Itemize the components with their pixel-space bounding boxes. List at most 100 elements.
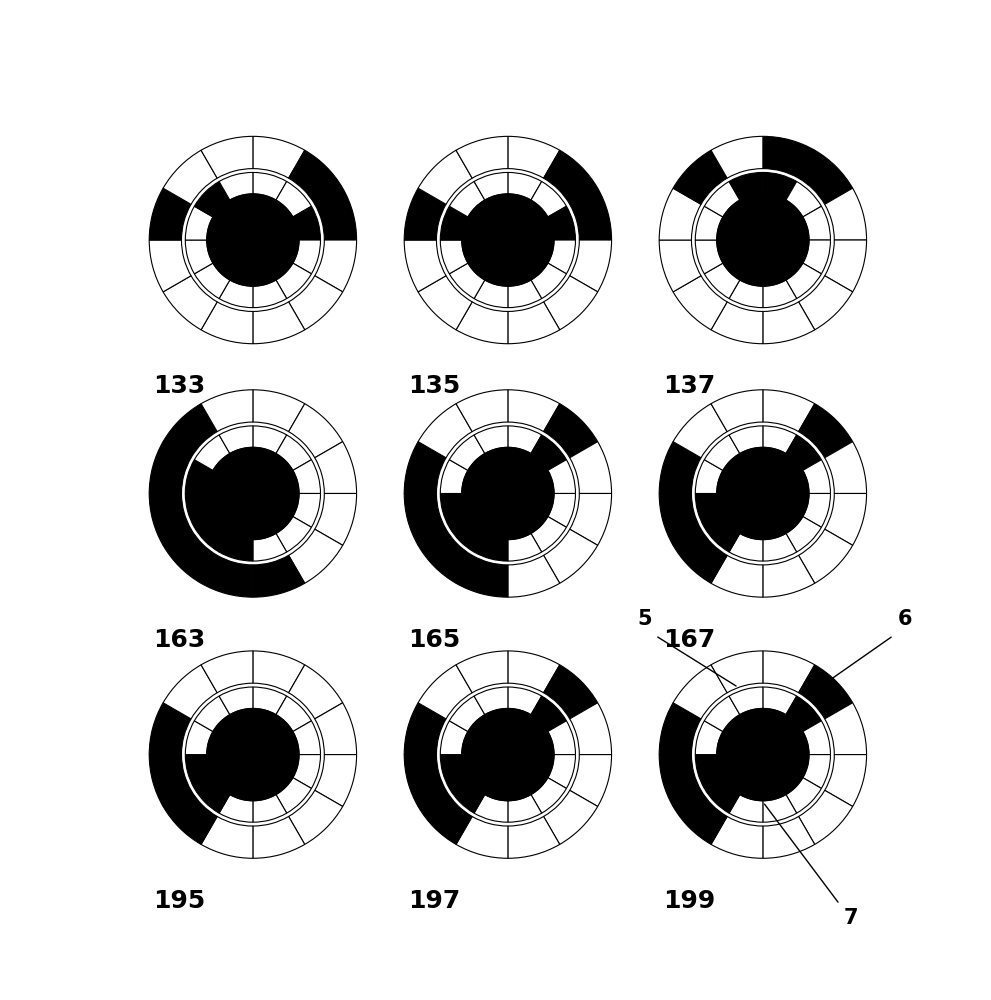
Wedge shape — [786, 435, 822, 470]
Wedge shape — [570, 703, 611, 755]
Wedge shape — [315, 442, 357, 493]
Wedge shape — [219, 687, 253, 715]
Text: 5: 5 — [637, 609, 651, 629]
Wedge shape — [253, 533, 286, 561]
Wedge shape — [531, 263, 567, 299]
Wedge shape — [275, 696, 311, 732]
Wedge shape — [544, 529, 598, 583]
Wedge shape — [474, 172, 507, 200]
Circle shape — [716, 447, 809, 540]
Wedge shape — [456, 816, 507, 858]
Wedge shape — [449, 696, 485, 732]
Wedge shape — [404, 703, 446, 755]
Wedge shape — [201, 390, 253, 432]
Wedge shape — [803, 721, 830, 755]
Wedge shape — [763, 136, 815, 178]
Wedge shape — [253, 795, 286, 822]
Wedge shape — [219, 426, 253, 454]
Wedge shape — [404, 240, 446, 292]
Text: 197: 197 — [408, 889, 460, 913]
Circle shape — [462, 194, 554, 286]
Wedge shape — [763, 426, 797, 454]
Wedge shape — [288, 276, 343, 330]
Wedge shape — [474, 795, 507, 822]
Wedge shape — [418, 150, 472, 204]
Wedge shape — [315, 188, 357, 240]
Wedge shape — [404, 493, 446, 545]
Wedge shape — [763, 687, 797, 715]
Wedge shape — [164, 404, 217, 458]
Wedge shape — [696, 460, 723, 493]
Wedge shape — [292, 460, 320, 493]
Wedge shape — [201, 136, 253, 178]
Wedge shape — [315, 493, 357, 545]
Wedge shape — [544, 665, 598, 719]
Wedge shape — [507, 555, 560, 597]
Wedge shape — [164, 529, 217, 583]
Wedge shape — [275, 182, 311, 217]
Wedge shape — [219, 172, 253, 200]
Wedge shape — [275, 517, 311, 552]
Wedge shape — [253, 426, 286, 454]
Wedge shape — [292, 755, 320, 788]
Wedge shape — [288, 665, 343, 719]
Wedge shape — [763, 280, 797, 308]
Wedge shape — [799, 529, 852, 583]
Wedge shape — [531, 435, 567, 470]
Wedge shape — [275, 778, 311, 813]
Wedge shape — [194, 182, 230, 217]
Wedge shape — [507, 533, 542, 561]
Wedge shape — [440, 206, 468, 240]
Wedge shape — [659, 240, 701, 292]
Wedge shape — [825, 442, 866, 493]
Wedge shape — [253, 172, 286, 200]
Wedge shape — [799, 790, 852, 844]
Wedge shape — [659, 703, 701, 755]
Wedge shape — [164, 150, 217, 204]
Wedge shape — [570, 188, 611, 240]
Wedge shape — [253, 651, 305, 693]
Wedge shape — [219, 795, 253, 822]
Wedge shape — [803, 755, 830, 788]
Wedge shape — [418, 529, 472, 583]
Wedge shape — [659, 493, 701, 545]
Wedge shape — [799, 404, 852, 458]
Wedge shape — [705, 435, 740, 470]
Wedge shape — [799, 665, 852, 719]
Wedge shape — [673, 790, 727, 844]
Wedge shape — [288, 529, 343, 583]
Wedge shape — [315, 240, 357, 292]
Wedge shape — [194, 435, 230, 470]
Wedge shape — [292, 493, 320, 527]
Wedge shape — [474, 687, 507, 715]
Text: 167: 167 — [663, 628, 716, 652]
Text: 135: 135 — [408, 374, 460, 398]
Wedge shape — [696, 755, 723, 788]
Wedge shape — [803, 240, 830, 274]
Text: 163: 163 — [153, 628, 205, 652]
Wedge shape — [507, 172, 542, 200]
Wedge shape — [729, 533, 763, 561]
Wedge shape — [825, 188, 866, 240]
Wedge shape — [164, 665, 217, 719]
Wedge shape — [548, 493, 576, 527]
Wedge shape — [456, 136, 507, 178]
Wedge shape — [548, 721, 576, 755]
Wedge shape — [292, 206, 320, 240]
Wedge shape — [696, 493, 723, 527]
Wedge shape — [315, 755, 357, 806]
Wedge shape — [659, 188, 701, 240]
Wedge shape — [803, 206, 830, 240]
Wedge shape — [507, 687, 542, 715]
Wedge shape — [194, 778, 230, 813]
Wedge shape — [315, 703, 357, 755]
Circle shape — [207, 709, 299, 801]
Wedge shape — [507, 426, 542, 454]
Wedge shape — [150, 703, 191, 755]
Wedge shape — [185, 755, 213, 788]
Wedge shape — [705, 263, 740, 299]
Wedge shape — [418, 276, 472, 330]
Wedge shape — [711, 651, 763, 693]
Wedge shape — [418, 665, 472, 719]
Wedge shape — [786, 778, 822, 813]
